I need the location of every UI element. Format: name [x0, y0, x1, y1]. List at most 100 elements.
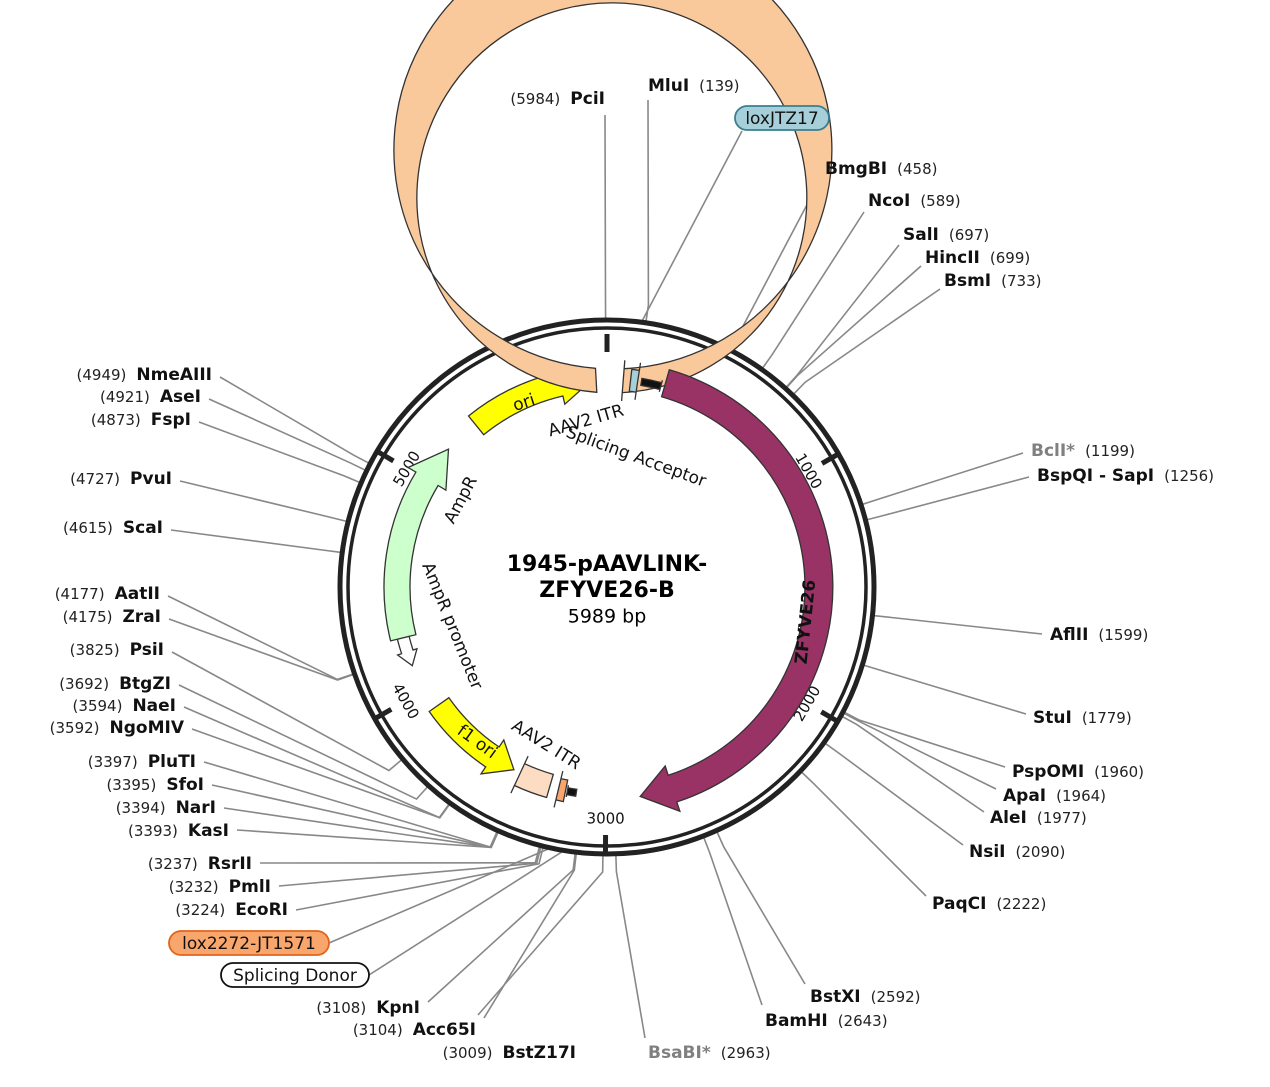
- enzyme-label: BclI* (1199): [1031, 441, 1135, 461]
- enzyme-position: (3104): [353, 1021, 403, 1039]
- enzyme-name: PmlI: [229, 877, 271, 897]
- enzyme-name: StuI: [1033, 708, 1072, 728]
- enzyme-label: AleI (1977): [990, 808, 1087, 828]
- feature-aav2-itr: [510, 755, 555, 799]
- enzyme-label: BamHI (2643): [765, 1011, 888, 1031]
- cut-line: [762, 211, 865, 369]
- cut-line: [864, 664, 1027, 715]
- enzyme-position: (4873): [91, 411, 141, 429]
- enzyme-label: (3232) PmlI: [169, 877, 271, 897]
- enzyme-label: BsmI (733): [944, 271, 1041, 291]
- enzyme-label: (3393) KasI: [128, 821, 229, 841]
- cut-line: [874, 614, 1043, 635]
- enzyme-name: Acc65I: [413, 1020, 476, 1040]
- cut-line: [615, 855, 646, 1039]
- enzyme-position: (3395): [106, 776, 156, 794]
- enzyme-name: AleI: [990, 808, 1027, 828]
- feature-label: AmpR promoter: [417, 560, 486, 693]
- enzyme-label: (3397) PluTI: [88, 752, 196, 772]
- feature-pointer: [328, 847, 550, 944]
- feature-box: [220, 962, 370, 988]
- enzyme-label: (3237) RsrII: [148, 854, 252, 874]
- cut-line: [236, 829, 499, 849]
- cut-line: [703, 837, 763, 1006]
- enzyme-position: (699): [990, 249, 1030, 267]
- enzyme-position: (139): [699, 77, 739, 95]
- feature-lox: [628, 362, 642, 400]
- cut-line: [183, 706, 450, 819]
- enzyme-position: (1977): [1037, 809, 1087, 827]
- enzyme-name: AflII: [1050, 625, 1088, 645]
- feature-pointer: [368, 850, 564, 976]
- cut-line: [178, 684, 428, 801]
- cut-line: [167, 595, 353, 681]
- enzyme-position: (3394): [116, 799, 166, 817]
- enzyme-name: FspI: [151, 410, 191, 430]
- enzyme-position: (3692): [59, 675, 109, 693]
- enzyme-position: (733): [1001, 272, 1041, 290]
- enzyme-label: ApaI (1964): [1003, 786, 1106, 806]
- enzyme-name: PvuI: [130, 469, 172, 489]
- cut-line: [223, 807, 499, 849]
- cut-line: [862, 452, 1024, 505]
- enzyme-position: (2222): [996, 895, 1046, 913]
- enzyme-position: (1599): [1098, 626, 1148, 644]
- feature-box: [734, 105, 830, 131]
- enzyme-name: EcoRI: [235, 900, 288, 920]
- enzyme-label: (4873) FspI: [91, 410, 191, 430]
- enzyme-label: NcoI (589): [868, 191, 961, 211]
- enzyme-label: PspOMI (1960): [1012, 762, 1144, 782]
- enzyme-position: (4175): [63, 608, 113, 626]
- cut-line: [278, 847, 542, 887]
- feature-splice: [565, 785, 578, 798]
- cut-line: [427, 854, 576, 1003]
- feature-box: [168, 930, 330, 956]
- enzyme-label: NsiI (2090): [969, 842, 1065, 862]
- cut-line: [786, 244, 900, 388]
- enzyme-position: (1256): [1164, 467, 1214, 485]
- cut-line: [170, 529, 341, 554]
- enzyme-label: BstXI (2592): [810, 987, 921, 1007]
- enzyme-position: (4727): [70, 470, 120, 488]
- enzyme-name: ZraI: [122, 607, 161, 627]
- enzyme-label: BspQI - SapI (1256): [1037, 466, 1214, 486]
- feature-label: loxJTZ17: [745, 109, 818, 129]
- enzyme-name: PluTI: [148, 752, 196, 772]
- cut-line: [168, 618, 353, 681]
- cut-line: [171, 651, 402, 772]
- enzyme-label: (3592) NgoMIV: [50, 718, 185, 738]
- cut-line: [844, 711, 1006, 768]
- enzyme-name: BamHI: [765, 1011, 828, 1031]
- enzyme-position: (2963): [721, 1044, 771, 1062]
- enzyme-name: NaeI: [132, 696, 176, 716]
- enzyme-name: ApaI: [1003, 786, 1046, 806]
- enzyme-label: AflII (1599): [1050, 625, 1148, 645]
- enzyme-name: NsiI: [969, 842, 1006, 862]
- enzyme-label: (3009) BstZ17I: [443, 1043, 576, 1063]
- cut-line: [716, 832, 806, 985]
- enzyme-name: PciI: [570, 89, 605, 109]
- enzyme-name: PspOMI: [1012, 762, 1084, 782]
- enzyme-name: BsmI: [944, 271, 991, 291]
- enzyme-position: (697): [949, 226, 989, 244]
- cut-line: [604, 114, 607, 319]
- feature-ampr-promoter: [396, 635, 418, 667]
- enzyme-name: RsrII: [208, 854, 252, 874]
- enzyme-name: BtgZI: [119, 674, 171, 694]
- enzyme-name: AatII: [115, 584, 160, 604]
- enzyme-position: (3009): [443, 1044, 493, 1062]
- enzyme-label: (3224) EcoRI: [175, 900, 288, 920]
- enzyme-label: (4727) PvuI: [70, 469, 172, 489]
- enzyme-position: (2643): [838, 1012, 888, 1030]
- enzyme-name: KpnI: [376, 998, 420, 1018]
- enzyme-name: PsiI: [130, 640, 164, 660]
- feature-pointer: [641, 130, 743, 322]
- feature-aav2-itr: [393, 0, 833, 402]
- cut-line: [786, 265, 922, 388]
- enzyme-name: NarI: [176, 798, 216, 818]
- feature-ampr: [383, 448, 450, 642]
- enzyme-position: (3393): [128, 822, 178, 840]
